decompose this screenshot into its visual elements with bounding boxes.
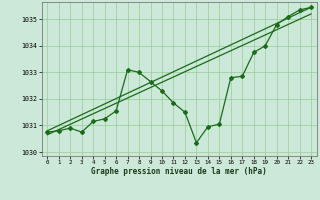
X-axis label: Graphe pression niveau de la mer (hPa): Graphe pression niveau de la mer (hPa)	[91, 167, 267, 176]
